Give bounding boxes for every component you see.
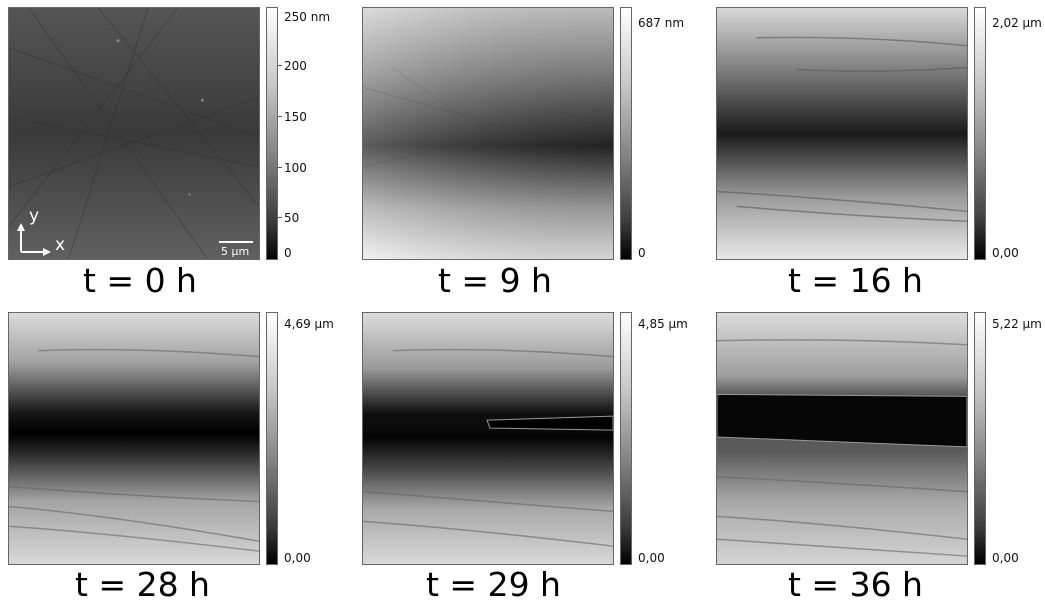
afm-image-29h xyxy=(362,312,614,565)
afm-image-0h: 5 µm y x xyxy=(8,7,260,260)
colorbar-tick-label: 50 xyxy=(284,211,300,225)
time-caption: t = 28 h xyxy=(75,565,210,604)
afm-image-9h xyxy=(362,7,614,260)
colorbar-tick xyxy=(278,217,282,218)
time-caption: t = 9 h xyxy=(438,261,552,300)
afm-image-28h xyxy=(8,312,260,565)
color-scale-bar xyxy=(974,7,986,260)
colorbar-max-label: 5,22 µm xyxy=(992,317,1042,331)
colorbar-min-label: 0,00 xyxy=(992,551,1019,565)
scale-bar xyxy=(219,241,253,243)
colorbar-max-label: 2,02 µm xyxy=(992,16,1042,30)
colorbar-max-label: 4,85 µm xyxy=(638,317,688,331)
colorbar-min-label: 0,00 xyxy=(638,551,665,565)
colorbar-tick-label: 100 xyxy=(284,161,307,175)
x-axis-label: x xyxy=(55,235,66,255)
time-caption: t = 29 h xyxy=(426,565,561,604)
time-caption: t = 16 h xyxy=(788,261,923,300)
time-caption: t = 36 h xyxy=(788,565,923,604)
colorbar-tick-label: 150 xyxy=(284,110,307,124)
time-caption: t = 0 h xyxy=(83,261,197,300)
colorbar-tick-label: 200 xyxy=(284,59,307,73)
colorbar-min-label: 0,00 xyxy=(284,551,311,565)
afm-image-16h xyxy=(716,7,968,260)
afm-image-36h xyxy=(716,312,968,565)
colorbar-tick xyxy=(278,167,282,168)
colorbar-min-label: 0 xyxy=(284,246,292,260)
colorbar-tick xyxy=(278,65,282,66)
xy-axes-icon xyxy=(17,223,51,256)
colorbar-max-label: 687 nm xyxy=(638,16,685,30)
colorbar-tick xyxy=(278,116,282,117)
scale-bar-label: 5 µm xyxy=(221,245,250,258)
color-scale-bar xyxy=(266,312,278,565)
colorbar-max-label: 4,69 µm xyxy=(284,317,334,331)
y-axis-label: y xyxy=(29,206,40,226)
colorbar-max-label: 250 nm xyxy=(284,10,331,24)
color-scale-bar xyxy=(620,312,632,565)
color-scale-bar xyxy=(620,7,632,260)
color-scale-bar xyxy=(974,312,986,565)
colorbar-min-label: 0,00 xyxy=(992,246,1019,260)
color-scale-bar xyxy=(266,7,278,260)
colorbar-min-label: 0 xyxy=(638,246,646,260)
